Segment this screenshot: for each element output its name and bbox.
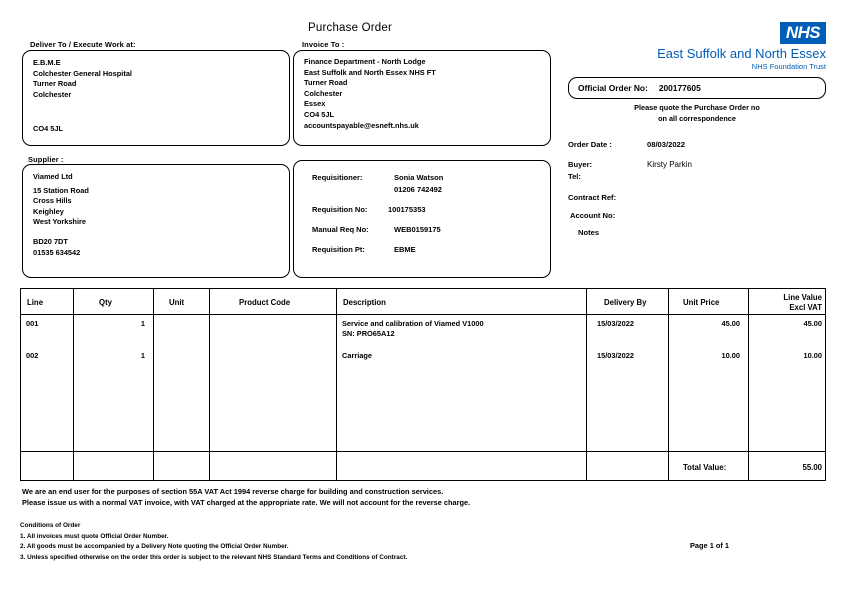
row-delivery-by: 15/03/2022 <box>597 351 634 360</box>
row-description-line2: SN: PRO65A12 <box>342 329 395 338</box>
invoice-to-email: accountspayable@esneft.nhs.uk <box>304 120 419 130</box>
column-divider <box>73 289 74 480</box>
header-delivery-by: Delivery By <box>604 298 647 307</box>
notes-label: Notes <box>578 228 600 237</box>
nhs-logo: NHS East Suffolk and North Essex NHS Fou… <box>630 22 826 72</box>
deliver-to-line: Colchester <box>33 89 72 99</box>
row-description: Carriage <box>342 351 372 360</box>
table-header-row <box>21 289 825 315</box>
nhs-badge-icon: NHS <box>779 22 826 44</box>
invoice-to-line: Finance Department - North Lodge <box>304 57 426 66</box>
row-qty: 1 <box>140 319 145 328</box>
requisitioner-phone: 01206 742492 <box>394 185 442 194</box>
page-title: Purchase Order <box>308 22 392 34</box>
requisition-no-label: Requisition No: <box>312 205 368 214</box>
order-date-label: Order Date : <box>568 140 612 149</box>
row-description: Service and calibration of Viamed V1000 <box>342 319 484 328</box>
header-line-value-l1: Line Value <box>783 293 822 302</box>
requisition-box: Requisitioner: Sonia Watson 01206 742492… <box>293 160 551 278</box>
buyer-value: Kirsty Parkin <box>647 160 692 169</box>
condition-item-3: 3. Unless specified otherwise on the ord… <box>20 553 408 561</box>
total-value-amount: 55.00 <box>802 463 822 472</box>
condition-item-1: 1. All invoices must quote Official Orde… <box>20 533 169 541</box>
header-line-value-l2: Excl VAT <box>789 302 822 312</box>
requisition-no-value: 100175353 <box>388 205 426 214</box>
row-line: 002 <box>26 351 39 360</box>
account-no-label: Account No: <box>570 211 616 220</box>
vat-note-line1: We are an end user for the purposes of s… <box>22 487 444 496</box>
supplier-postcode: BD20 7DT <box>33 236 68 246</box>
nhs-trust-name: East Suffolk and North Essex <box>657 46 826 61</box>
total-value-label: Total Value: <box>683 463 727 472</box>
supplier-line: 15 Station Road <box>33 185 89 195</box>
conditions-of-order: Conditions of Order 1. All invoices must… <box>20 521 660 563</box>
header-unit: Unit <box>169 298 185 307</box>
official-order-no-box: Official Order No: 200177605 <box>568 77 826 99</box>
page-number: Page 1 of 1 <box>690 541 730 550</box>
supplier-name: Viamed Ltd <box>33 172 73 181</box>
line-items-table: Line Qty Unit Product Code Description D… <box>20 288 826 481</box>
deliver-to-box: E.B.M.E Colchester General Hospital Turn… <box>22 50 290 146</box>
official-order-no-label: Official Order No: <box>578 83 648 93</box>
invoice-to-line: Essex <box>304 99 326 109</box>
row-delivery-by: 15/03/2022 <box>597 319 634 328</box>
header-unit-price: Unit Price <box>683 298 720 307</box>
column-divider <box>668 289 669 480</box>
totals-divider <box>21 451 825 452</box>
deliver-to-line: E.B.M.E <box>33 58 61 67</box>
header-line-value: Line Value Excl VAT <box>758 293 822 312</box>
supplier-line: West Yorkshire <box>33 217 86 227</box>
column-divider <box>586 289 587 480</box>
column-divider <box>209 289 210 480</box>
row-qty: 1 <box>140 351 145 360</box>
supplier-caption: Supplier : <box>28 155 64 164</box>
manual-req-no-label: Manual Req No: <box>312 225 369 234</box>
column-divider <box>153 289 154 480</box>
buyer-label: Buyer: <box>568 160 593 169</box>
supplier-telephone: 01535 634542 <box>33 247 81 257</box>
supplier-line: Keighley <box>33 206 64 216</box>
row-line-value: 10.00 <box>803 351 823 360</box>
deliver-to-postcode: CO4 5JL <box>33 124 63 134</box>
vat-reverse-charge-note: We are an end user for the purposes of s… <box>22 486 622 508</box>
row-line-value: 45.00 <box>803 319 823 328</box>
supplier-box: Viamed Ltd 15 Station Road Cross Hills K… <box>22 164 290 278</box>
column-divider <box>336 289 337 480</box>
header-description: Description <box>343 298 386 307</box>
conditions-title: Conditions of Order <box>20 522 81 529</box>
column-divider <box>748 289 749 480</box>
invoice-to-box: Finance Department - North Lodge East Su… <box>293 50 551 146</box>
official-order-no-value: 200177605 <box>658 83 701 93</box>
quote-order-note: Please quote the Purchase Order no on al… <box>568 103 826 124</box>
row-unit-price: 10.00 <box>721 351 741 360</box>
invoice-to-line: CO4 5JL <box>304 109 334 119</box>
requisitioner-name: Sonia Watson <box>394 173 444 182</box>
vat-note-line2: Please issue us with a normal VAT invoic… <box>22 498 471 507</box>
header-qty: Qty <box>99 298 112 307</box>
requisitioner-label: Requisitioner: <box>312 173 363 182</box>
invoice-to-line: Colchester <box>304 88 343 98</box>
row-unit-price: 45.00 <box>721 319 741 328</box>
invoice-to-line: East Suffolk and North Essex NHS FT <box>304 67 436 77</box>
deliver-to-caption: Deliver To / Execute Work at: <box>30 40 136 49</box>
row-line: 001 <box>26 319 39 328</box>
condition-item-2: 2. All goods must be accompanied by a De… <box>20 543 289 551</box>
supplier-line: Cross Hills <box>33 196 72 206</box>
requisition-pt-value: EBME <box>394 245 416 254</box>
invoice-to-caption: Invoice To : <box>302 40 345 49</box>
order-date-value: 08/03/2022 <box>647 140 686 149</box>
deliver-to-line: Turner Road <box>33 79 77 89</box>
contract-ref-label: Contract Ref: <box>568 193 617 202</box>
tel-label: Tel: <box>568 172 581 181</box>
quote-order-note-line1: Please quote the Purchase Order no <box>634 103 760 112</box>
nhs-trust-subtitle: NHS Foundation Trust <box>751 62 826 71</box>
deliver-to-line: Colchester General Hospital <box>33 68 132 78</box>
invoice-to-line: Turner Road <box>304 78 348 88</box>
header-product-code: Product Code <box>239 298 291 307</box>
quote-order-note-line2: on all correspondence <box>658 113 736 123</box>
header-line: Line <box>27 298 44 307</box>
requisition-pt-label: Requisition Pt: <box>312 245 365 254</box>
manual-req-no-value: WEB0159175 <box>394 225 441 234</box>
